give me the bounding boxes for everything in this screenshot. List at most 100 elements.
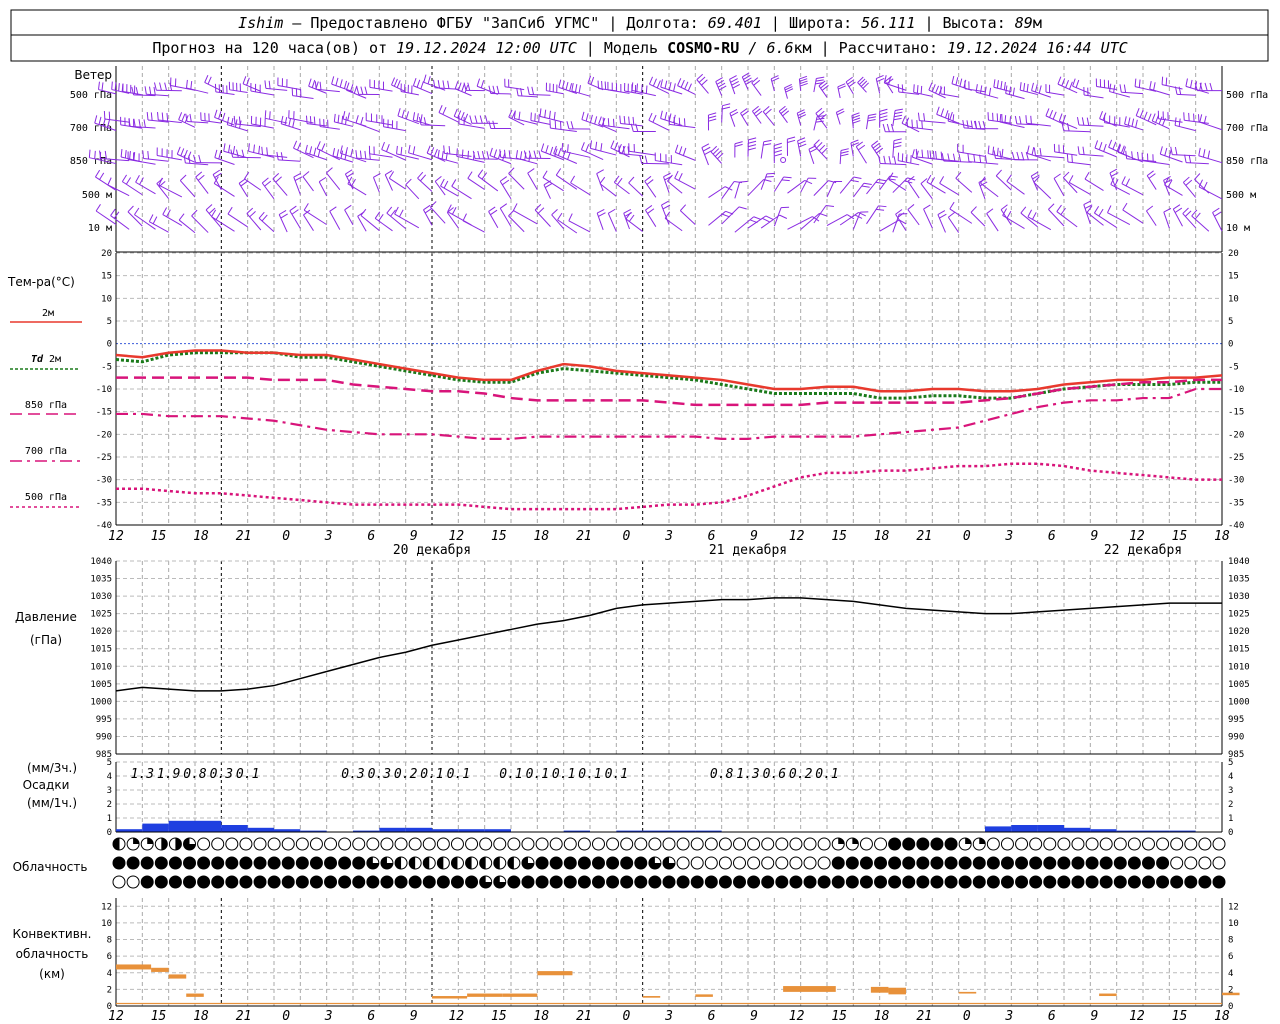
cloud-fill xyxy=(169,857,182,869)
cloud-fill xyxy=(987,876,1000,888)
wind-barb-feather xyxy=(1023,83,1026,92)
y-tick-label: 0 xyxy=(1228,340,1233,350)
wind-barb-feather xyxy=(215,212,221,220)
wind-barb-feather xyxy=(1062,114,1067,123)
wind-barb-feather xyxy=(102,118,106,127)
wind-barb-feather xyxy=(785,88,794,93)
temp-series-line xyxy=(115,351,1222,400)
wind-barb-feather xyxy=(916,120,918,129)
cloud-symbol xyxy=(380,837,394,851)
wind-barb-feather xyxy=(1202,149,1206,158)
cloud-fill xyxy=(677,876,690,888)
wind-barb-feather xyxy=(451,179,457,187)
y-tick-label: 4 xyxy=(107,772,112,782)
wind-barb xyxy=(898,160,920,166)
x-tick-label: 12 xyxy=(108,529,124,544)
convective-bar xyxy=(870,986,889,993)
wind-barb xyxy=(797,140,802,157)
wind-barb xyxy=(455,88,472,97)
wind-barb xyxy=(396,153,419,160)
wind-barb-feather xyxy=(1199,114,1203,123)
wind-barb-feather xyxy=(730,111,739,117)
wind-barb xyxy=(100,157,130,162)
wind-barb xyxy=(1172,154,1196,157)
wind-barb-feather xyxy=(339,79,343,88)
wind-barb-feather xyxy=(743,74,751,80)
wind-barb xyxy=(326,172,341,190)
cloud-symbol xyxy=(1043,837,1057,851)
wind-barb-feather xyxy=(496,85,500,94)
precip-bar xyxy=(353,830,380,832)
cloud-fill xyxy=(395,857,402,869)
wind-barb-feather xyxy=(852,114,860,119)
y-tick-label: -20 xyxy=(96,430,112,440)
wind-barb-feather xyxy=(341,115,344,124)
cloud-fill xyxy=(423,857,430,869)
wind-barb-feather xyxy=(993,79,996,88)
wind-barb-feather xyxy=(1108,139,1113,148)
wind-barb-feather xyxy=(329,206,337,212)
wind-barb xyxy=(1045,115,1065,125)
wind-barb-feather xyxy=(418,116,422,125)
wind-barb-feather xyxy=(992,146,995,155)
y-tick-label: -5 xyxy=(1228,362,1239,372)
wind-barb-feather xyxy=(1134,78,1137,87)
wind-barb xyxy=(413,85,433,95)
wind-barb-feather xyxy=(94,115,98,124)
cloud-fill xyxy=(324,857,337,869)
wind-barb-feather xyxy=(673,83,676,92)
wind-barb xyxy=(1142,160,1170,165)
wind-barb-feather xyxy=(1098,208,1104,217)
wind-barb-feather xyxy=(1026,83,1029,92)
wind-barb-feather xyxy=(1120,145,1125,154)
wind-barb xyxy=(157,155,182,161)
cloud-symbol xyxy=(747,856,761,870)
wind-barb xyxy=(1109,91,1130,98)
wind-barb-feather xyxy=(840,150,849,154)
y-tick-label: 1020 xyxy=(90,627,112,637)
wind-barb-feather xyxy=(585,113,589,122)
wind-barb xyxy=(787,216,813,230)
wind-barb-feather xyxy=(722,213,730,218)
precip-label: 0.1 xyxy=(552,767,575,782)
wind-barb xyxy=(529,93,551,96)
wind-barb xyxy=(527,172,538,190)
wind-barb-feather xyxy=(816,142,823,149)
wind-barb-feather xyxy=(1185,179,1193,186)
wind-barb-feather xyxy=(193,154,197,163)
wind-barb xyxy=(437,157,459,164)
precip-label: 0.3 xyxy=(341,767,364,782)
wind-barb xyxy=(211,216,235,232)
cloud-symbol xyxy=(1170,856,1184,870)
cloud-symbol xyxy=(1099,837,1113,851)
wind-barb xyxy=(926,181,946,194)
wind-barb-feather xyxy=(272,172,280,180)
wind-barb-feather xyxy=(590,76,595,85)
wind-barb-feather xyxy=(104,150,107,159)
cloud-symbol xyxy=(1198,837,1212,851)
wind-barb-feather xyxy=(1214,211,1222,217)
wind-barb-feather xyxy=(947,113,950,122)
precip-label: 0.1 xyxy=(526,767,549,782)
wind-barb-feather xyxy=(1178,86,1182,95)
wind-barb xyxy=(940,93,959,98)
wind-barb xyxy=(919,120,946,124)
wind-barb-feather xyxy=(848,81,856,88)
cloud-symbol xyxy=(775,837,789,851)
wind-barb xyxy=(655,160,683,166)
wind-barb xyxy=(920,183,933,200)
precip-bar xyxy=(484,829,511,832)
x-tick-label: 3 xyxy=(324,529,333,544)
wind-barb-feather xyxy=(207,76,212,85)
x-tick-label: 0 xyxy=(963,1009,971,1024)
wind-barb-feather xyxy=(581,111,585,120)
wind-barb-feather xyxy=(355,150,358,159)
wind-barb-feather xyxy=(420,174,427,182)
wind-barb-feather xyxy=(799,82,808,87)
x-tick-label: 12 xyxy=(448,1009,464,1024)
cloud-fill xyxy=(1142,876,1155,888)
wind-barb xyxy=(1094,212,1117,228)
cloud-symbol xyxy=(338,837,352,851)
precip-label: 0.1 xyxy=(420,767,443,782)
x-tick-label: 3 xyxy=(664,529,673,544)
